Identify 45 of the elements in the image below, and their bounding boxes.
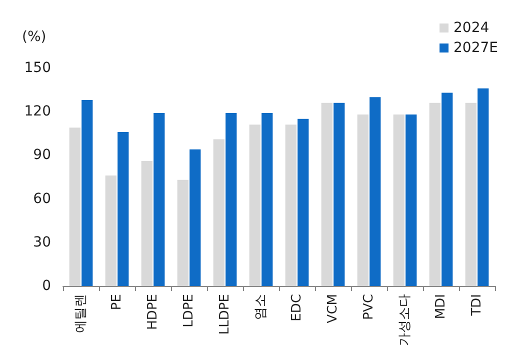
bar [285,124,296,286]
x-tick-label: EDC [290,294,304,322]
bar [357,114,368,286]
y-tick-label: 60 [33,190,51,207]
bar [141,161,152,286]
bar [406,114,417,286]
bar [154,113,165,286]
x-tick-label: LDPE [182,294,196,328]
x-tick-label: LLDPE [218,294,232,335]
bar [105,176,116,286]
bar [226,113,237,286]
y-tick-label: 120 [24,104,51,120]
bar [370,97,381,286]
x-tick-label: VCM [326,294,340,324]
x-tick-label: HDPE [146,294,160,330]
bar [334,102,345,286]
bar [429,102,440,286]
bar [465,102,476,286]
y-tick-label: 90 [33,147,51,164]
bar [321,102,332,286]
x-tick-label: 가성소다 [398,294,412,346]
x-tick-label: PVC [362,294,376,320]
bar [177,180,188,286]
bar [478,88,489,286]
y-axis-title: (%) [22,29,46,45]
bar [262,113,273,286]
bar [190,149,201,286]
x-tick-label: 에틸렌 [74,294,88,333]
bar [249,124,260,286]
x-tick-label: MDI [434,294,448,320]
bar [213,139,224,286]
bar [298,118,309,286]
bar [69,128,80,286]
bar [393,114,404,286]
y-tick-label: 0 [42,278,51,294]
x-tick-label: TDI [470,294,484,317]
legend-label: 2024 [454,20,490,36]
x-tick-label: PE [110,294,124,310]
y-tick-label: 150 [24,60,51,76]
bar [118,132,129,286]
y-tick-label: 30 [33,234,51,250]
bar [442,92,453,286]
x-tick-label: 염소 [254,294,268,320]
legend-label: 2027E [454,40,498,56]
bar [82,100,93,286]
